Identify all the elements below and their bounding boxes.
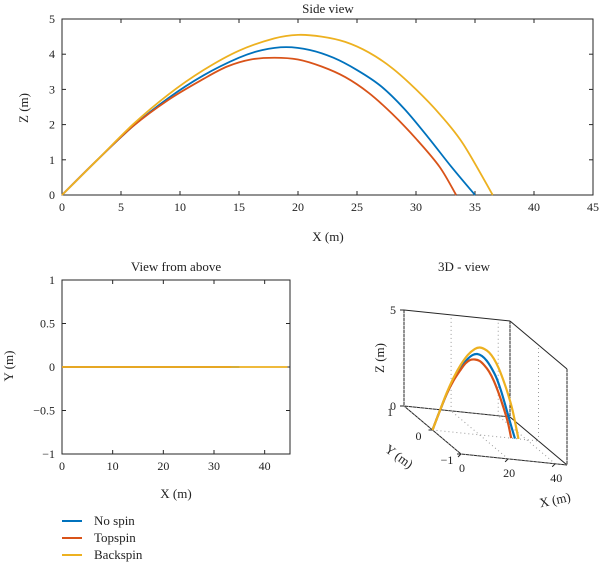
side_view-xtick-label: 35 [469,200,481,214]
side-view-ylabel: Z (m) [16,93,31,123]
3d-xtick-label: 40 [550,471,562,485]
side_view-ytick-label: 4 [49,47,55,61]
3d-grid-y-floor [432,429,539,442]
side_view-ytick-label: 2 [49,118,55,132]
3d-zlabel: Z (m) [372,343,387,373]
3d-xtick-label: 20 [503,466,515,480]
side_view-xtick-label: 5 [118,200,124,214]
view_from_above-xtick-label: 10 [107,459,119,473]
view_from_above-xtick-label: 40 [259,459,271,473]
side_view-xtick-label: 25 [351,200,363,214]
view_from_above-ytick-label: 0.5 [40,317,55,331]
view_from_above-ytick-label: 0 [49,360,55,374]
side_view-xtick-label: 40 [528,200,540,214]
legend-label-no_spin: No spin [94,513,135,528]
3d-right-top-edge [509,320,568,370]
side_view-ytick-label: 1 [49,153,55,167]
legend-label-backspin: Backspin [94,547,143,562]
3d-ytick-label: 1 [387,405,393,419]
3d-grid-y-floor [460,453,568,466]
view_from_above-xtick-label: 0 [59,459,65,473]
3d-series-backspin [431,346,520,440]
3d-ytick-label: 0 [416,429,422,443]
3d-back-floor-edge [403,405,511,418]
side-view-chart: Side view X (m) Z (m) 0 5 10 15 20 25 30 35 40 45… [16,1,599,244]
side_view-ytick-label: 0 [49,188,55,202]
3d-grid-x-floor [403,405,462,455]
view_from_above-ytick-label: 1 [49,273,55,287]
3d-back-top-edge [403,309,511,322]
legend-label-topspin: Topspin [94,530,136,545]
view_from_above-ytick-label: −0.5 [33,404,55,418]
side_view-ytick-label: 5 [49,12,55,26]
3d-ytick-label: −1 [441,453,454,467]
side_view-xtick-label: 10 [174,200,186,214]
view_from_above-xtick-label: 30 [208,459,220,473]
3d-view-title: 3D - view [438,259,491,274]
side_view-axes-frame [61,18,594,196]
3d-xtick [504,458,509,463]
above-view-title: View from above [131,259,221,274]
side-view-title: Side view [302,1,354,16]
above-view-xlabel: X (m) [160,486,191,501]
side_view-xtick-label: 45 [587,200,599,214]
3d-x-axis-line [460,453,568,466]
3d-grid-y-floor [403,405,511,418]
side_view-xtick-label: 15 [233,200,245,214]
side_view-ytick-label: 3 [49,82,55,96]
side-view-xlabel: X (m) [312,229,343,244]
3d-xlabel: X (m) [538,489,572,510]
view-from-above-chart: View from above X (m) Y (m) 0 10 20 30 40−1−… [1,259,291,501]
3d-ylabel: Y (m) [382,441,416,471]
side_view-xtick-label: 20 [292,200,304,214]
3d-ztick-label: 5 [390,303,396,317]
3d-xtick-label: 0 [459,461,465,475]
side_view-series-no-spin [61,46,476,196]
3d-xtick [551,463,556,468]
view_from_above-xtick-label: 20 [157,459,169,473]
3d-ztick-label: 0 [390,399,396,413]
side_view-series-backspin [61,33,494,196]
side_view-xtick-label: 0 [59,200,65,214]
legend: No spin Topspin Backspin [62,513,143,562]
above-view-ylabel: Y (m) [1,351,16,382]
side_view-series-topspin [61,56,457,196]
side_view-xtick-label: 30 [410,200,422,214]
view_from_above-ytick-label: −1 [42,447,55,461]
3d-grid-x-floor [497,415,556,465]
3d-grid-x-floor [450,410,509,460]
